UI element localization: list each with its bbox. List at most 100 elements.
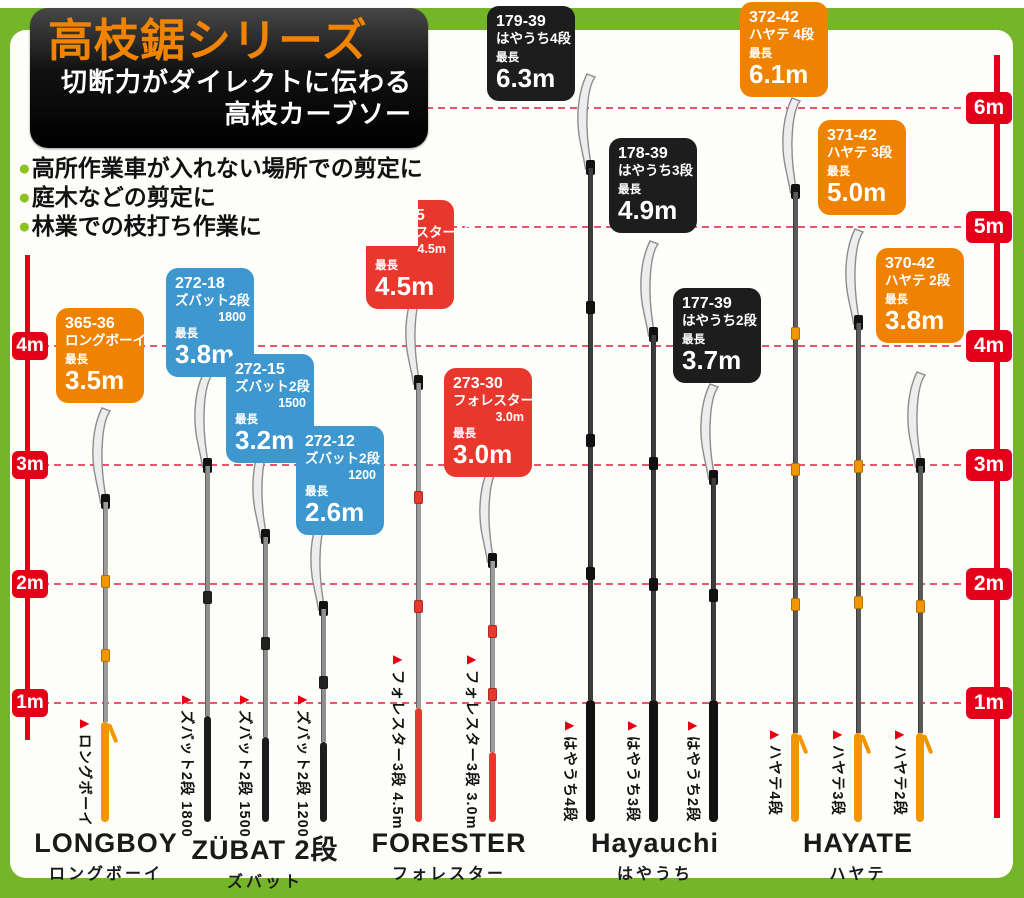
pole-lock-band-179-39-2 xyxy=(585,434,595,447)
scale-line-right xyxy=(994,55,1000,818)
pole-caption-272-18: ▲ズバット2段 1800 xyxy=(178,692,195,838)
scale-marker-right-5m: 5m xyxy=(966,211,1012,243)
blade-fitting-370-42 xyxy=(916,458,925,473)
caption-triangle-icon: ▲ xyxy=(294,692,311,710)
product-name: フォレスター3段 xyxy=(453,393,556,409)
caption-triangle-icon: ▲ xyxy=(178,692,195,710)
max-length-label: 最長 xyxy=(235,413,258,426)
blade-fitting-273-45 xyxy=(414,375,423,390)
brand-kana-name: ハヤテ xyxy=(829,866,887,883)
pole-lock-band-273-30-2 xyxy=(487,688,497,701)
pole-handle-178-39 xyxy=(648,700,658,822)
product-label-365-36: 365-36 ロングボーイ 最長 3.5m xyxy=(56,308,146,403)
scale-marker-left-1m: 1m xyxy=(12,689,48,717)
brand-kana-name: フォレスター xyxy=(391,866,507,883)
brand-forester: FORESTER フォレスター xyxy=(371,828,526,884)
pole-handle-365-36 xyxy=(101,722,109,822)
bullet-dot-icon: ● xyxy=(18,215,31,239)
max-length-label: 最長 xyxy=(618,183,641,196)
product-code: 371-42 xyxy=(827,127,877,144)
max-length-label: 最長 xyxy=(749,47,772,60)
brand-kana-name: ズバット xyxy=(226,874,303,891)
pole-shaft-273-45 xyxy=(416,383,421,708)
pole-shaft-372-42 xyxy=(793,192,798,733)
pole-lock-band-179-39-1 xyxy=(585,301,595,314)
max-length-value: 4.9m xyxy=(618,195,678,226)
max-length-value: 3.8m xyxy=(885,305,945,336)
gridline-4m xyxy=(30,345,995,347)
pole-handle-179-39 xyxy=(585,700,595,822)
pole-lock-band-372-42-1 xyxy=(790,327,800,340)
blade-fitting-273-30 xyxy=(488,553,497,568)
product-code: 178-39 xyxy=(618,145,668,162)
max-length-value: 4.5m xyxy=(375,271,435,302)
max-length-label: 最長 xyxy=(885,293,908,306)
series-title: 高枝鋸シリーズ xyxy=(48,15,368,66)
brand-kana-name: ロングボーイ xyxy=(48,866,164,883)
product-label-372-42: 372-42 ハヤテ 4段 最長 6.1m xyxy=(740,2,828,97)
gridline-1m xyxy=(30,702,995,704)
scale-marker-left-3m: 3m xyxy=(12,451,48,479)
pole-lock-band-365-36-2 xyxy=(100,649,110,662)
blade-fitting-371-42 xyxy=(854,315,863,330)
pole-caption-273-45: ▲フォレスター3段 4.5m xyxy=(389,652,406,830)
pole-shaft-272-12 xyxy=(321,609,326,742)
caption-triangle-icon: ▲ xyxy=(236,692,253,710)
pole-caption-371-42: ▲ハヤテ3段 xyxy=(829,727,846,816)
pole-caption-370-42: ▲ハヤテ2段 xyxy=(891,727,908,816)
pole-lock-band-179-39-3 xyxy=(585,567,595,580)
max-length-value: 3.5m xyxy=(65,365,125,396)
pole-caption-365-36: ▲ロングボーイ xyxy=(76,716,93,827)
max-length-label: 最長 xyxy=(827,165,850,178)
product-code: 372-42 xyxy=(749,9,799,26)
caption-triangle-icon: ▲ xyxy=(766,727,783,745)
saw-blade-370-42 xyxy=(902,370,932,468)
bullet-dot-icon: ● xyxy=(18,157,31,180)
pole-caption-178-39: ▲はやうち3段 xyxy=(624,718,641,823)
product-label-370-42: 370-42 ハヤテ 2段 最長 3.8m xyxy=(876,248,964,343)
pole-lock-band-273-30-1 xyxy=(487,625,497,638)
max-length-label: 最長 xyxy=(375,259,398,272)
blade-fitting-372-42 xyxy=(791,184,800,199)
feature-bullet-2-text: 庭木などの剪定に xyxy=(31,184,216,211)
feature-bullet-1-text: 高所作業車が入れない場所での剪定に xyxy=(31,155,423,181)
pole-handle-177-39 xyxy=(708,700,718,822)
series-title-box: 高枝鋸シリーズ 切断力がダイレクトに伝わる 高枝カーブソー xyxy=(30,8,428,148)
product-label-273-30: 273-30 フォレスター3段 3.0m 最長 3.0m xyxy=(444,368,556,478)
max-length-label: 最長 xyxy=(682,333,705,346)
pole-lock-band-273-45-1 xyxy=(413,491,423,504)
saw-blade-177-39 xyxy=(695,382,725,480)
product-name: ロングボーイ xyxy=(65,333,146,349)
pole-shaft-365-36 xyxy=(103,502,108,722)
product-label-272-12: 272-12 ズバット2段 1200 最長 2.6m xyxy=(296,426,384,536)
product-size-variant: 1200 xyxy=(348,467,376,482)
product-label-177-39: 177-39 はやうち2段 最長 3.7m xyxy=(673,288,761,383)
pole-lock-band-372-42-2 xyxy=(790,463,800,476)
product-code: 370-42 xyxy=(885,255,935,272)
product-name: ハヤテ 3段 xyxy=(827,145,893,161)
product-name: ズバット2段 xyxy=(235,379,311,395)
product-label-272-18: 272-18 ズバット2段 1800 最長 3.8m xyxy=(166,268,254,378)
caption-triangle-icon: ▲ xyxy=(561,718,578,736)
pole-caption-177-39: ▲はやうち2段 xyxy=(684,718,701,823)
pole-lock-band-272-15-1 xyxy=(260,637,270,650)
pole-handle-272-12 xyxy=(319,742,327,822)
pole-caption-273-30: ▲フォレスター3段 3.0m xyxy=(463,652,480,830)
pole-caption-179-39: ▲はやうち4段 xyxy=(561,718,578,823)
scale-marker-right-1m: 1m xyxy=(966,687,1012,719)
caption-triangle-icon: ▲ xyxy=(624,718,641,736)
product-name: ハヤテ 4段 xyxy=(749,27,815,43)
blade-fitting-272-15 xyxy=(261,529,270,544)
pole-shaft-370-42 xyxy=(918,466,923,733)
max-length-label: 最長 xyxy=(453,427,476,440)
blade-fitting-177-39 xyxy=(709,470,718,485)
saw-blade-371-42 xyxy=(840,227,870,325)
pole-handle-272-18 xyxy=(203,716,211,822)
gridline-5m xyxy=(30,226,995,228)
brand-latin-name: HAYATE xyxy=(802,828,914,858)
saw-blade-178-39 xyxy=(635,239,665,337)
pole-lock-band-273-45-2 xyxy=(413,600,423,613)
scale-marker-right-6m: 6m xyxy=(966,92,1012,124)
product-code: 365-36 xyxy=(65,315,115,332)
brand-latin-name: FORESTER xyxy=(371,828,527,858)
